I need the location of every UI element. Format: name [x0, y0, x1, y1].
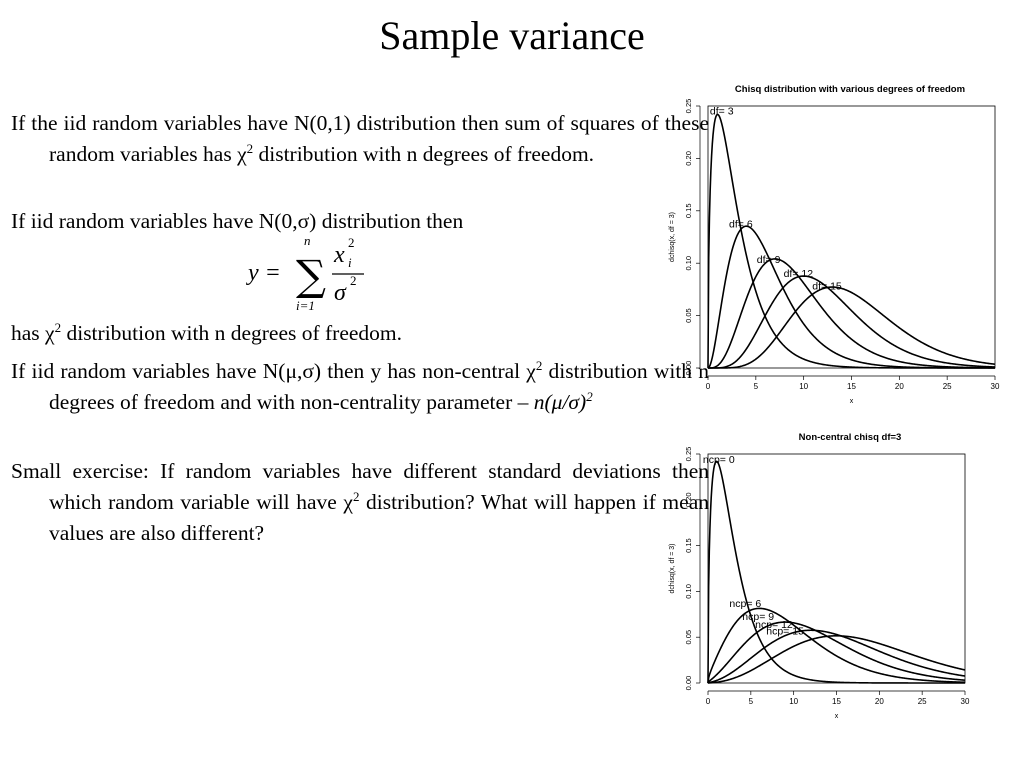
series-line-1: [707, 225, 995, 369]
p1-text-a: If the iid random variables have N(0,1) …: [11, 111, 709, 166]
p3-text-b: distribution with n degrees of freedom.: [61, 321, 403, 345]
sum-formula: y = n ∑ i=1 x 2 i σ 2: [246, 233, 364, 313]
numerator-subscript: i: [348, 255, 352, 270]
y-tick-label: 0.20: [684, 492, 693, 507]
p5-text-a: Small exercise: If random variables have…: [11, 459, 709, 514]
series-label-0: ncp= 0: [703, 454, 735, 466]
series-label-1: ncp= 6: [729, 598, 761, 610]
y-axis-label: dchisq(x, df = 3): [669, 544, 676, 594]
denominator-variable: σ: [334, 280, 347, 306]
series-label-0: df= 3: [710, 105, 734, 117]
series-label-4: df= 15: [812, 280, 842, 292]
denominator-exponent: 2: [350, 273, 357, 288]
plot-frame: [707, 453, 966, 684]
series-line-4: [708, 286, 996, 369]
y-tick-label: 0.05: [684, 308, 693, 323]
x-tick-label: 0: [706, 697, 711, 706]
p3-chi-exponent: 2: [54, 320, 62, 335]
p2-text: If iid random variables have N(0,σ) dist…: [11, 209, 464, 233]
p4-text-a: If iid random variables have N(μ,σ) then…: [11, 359, 527, 383]
p4-chi-exponent: 2: [535, 358, 543, 373]
y-tick-label: 0.10: [684, 256, 693, 271]
series-line-0: [707, 113, 995, 369]
series-line-2: [708, 258, 996, 369]
y-tick-label: 0.15: [684, 203, 693, 218]
sum-lower-limit: i=1: [296, 298, 315, 313]
p5-chi-exponent: 2: [352, 489, 360, 504]
x-tick-label: 5: [754, 382, 759, 391]
noncentrality-exponent: 2: [586, 389, 593, 404]
chart-title: Chisq distribution with various degrees …: [735, 84, 965, 95]
noncentrality-parameter: n(μ/σ): [533, 390, 587, 414]
slide-title: Sample variance: [379, 13, 645, 58]
x-tick-label: 10: [789, 697, 798, 706]
x-axis-label: x: [835, 713, 839, 720]
x-tick-label: 20: [875, 697, 884, 706]
series-line-3: [707, 629, 966, 684]
x-tick-label: 30: [991, 382, 1000, 391]
y-tick-label: 0.15: [684, 538, 693, 553]
p4-text-b: distribution with n degrees of freedom a…: [49, 359, 709, 414]
sum-symbol: ∑: [296, 251, 326, 300]
x-tick-label: 15: [847, 382, 856, 391]
x-tick-label: 20: [895, 382, 904, 391]
y-tick-label: 0.00: [684, 676, 693, 691]
series-line-0: [707, 460, 965, 684]
p5-chi-symbol: χ: [343, 490, 353, 514]
p1-text-b: distribution with n degrees of freedom.: [253, 142, 595, 166]
series-line-4: [707, 635, 966, 684]
p3-chi-symbol: χ: [45, 321, 55, 345]
series-label-3: ncp= 12: [755, 619, 793, 631]
p5-text-b: distribution? What will happen if mean v…: [49, 490, 709, 545]
series-line-2: [707, 621, 966, 684]
x-tick-label: 25: [918, 697, 927, 706]
x-tick-label: 15: [832, 697, 841, 706]
formula-lhs: y =: [246, 260, 281, 286]
plot-frame: [707, 105, 996, 369]
series-label-1: df= 6: [729, 219, 753, 231]
paragraph-noncentral: If iid random variables have N(μ,σ) then…: [11, 356, 709, 418]
x-axis-label: x: [850, 398, 854, 405]
y-tick-label: 0.05: [684, 630, 693, 645]
sum-upper-limit: n: [304, 233, 311, 248]
chart-title: Non-central chisq df=3: [799, 432, 902, 443]
numerator-exponent: 2: [348, 235, 355, 250]
numerator-variable: x: [333, 242, 345, 268]
paragraph-chi-square-result: has χ2 distribution with n degrees of fr…: [11, 318, 709, 349]
series-label-2: ncp= 9: [742, 611, 774, 623]
p4-chi-symbol: χ: [526, 359, 536, 383]
series-label-2: df= 9: [757, 254, 781, 266]
series-line-3: [708, 275, 996, 369]
paragraph-iid-normal-sigma: If iid random variables have N(0,σ) dist…: [11, 206, 709, 237]
x-tick-label: 0: [706, 382, 711, 391]
x-tick-label: 25: [943, 382, 952, 391]
y-axis-label: dchisq(x, df = 3): [669, 212, 676, 262]
y-tick-label: 0.20: [684, 151, 693, 166]
series-label-4: ncp= 15: [766, 625, 804, 637]
p1-chi-exponent: 2: [246, 141, 254, 156]
y-tick-label: 0.10: [684, 584, 693, 599]
y-tick-label: 0.25: [684, 99, 693, 114]
chisq-df-chart: Chisq distribution with various degrees …: [669, 84, 1000, 405]
y-tick-label: 0.25: [684, 447, 693, 462]
series-label-3: df= 12: [784, 268, 814, 280]
paragraph-exercise: Small exercise: If random variables have…: [11, 456, 709, 549]
p3-text-a: has: [11, 321, 46, 345]
x-tick-label: 5: [749, 697, 754, 706]
noncentral-chisq-chart: Non-central chisq df=3 0 5 10 15 20 25 30 x 0.00 0…: [669, 432, 970, 720]
series-line-1: [707, 607, 966, 684]
y-tick-label: 0.00: [684, 361, 693, 376]
x-tick-label: 30: [961, 697, 970, 706]
paragraph-iid-standard-normal: If the iid random variables have N(0,1) …: [11, 108, 709, 170]
x-tick-label: 10: [799, 382, 808, 391]
p1-chi-symbol: χ: [237, 142, 247, 166]
